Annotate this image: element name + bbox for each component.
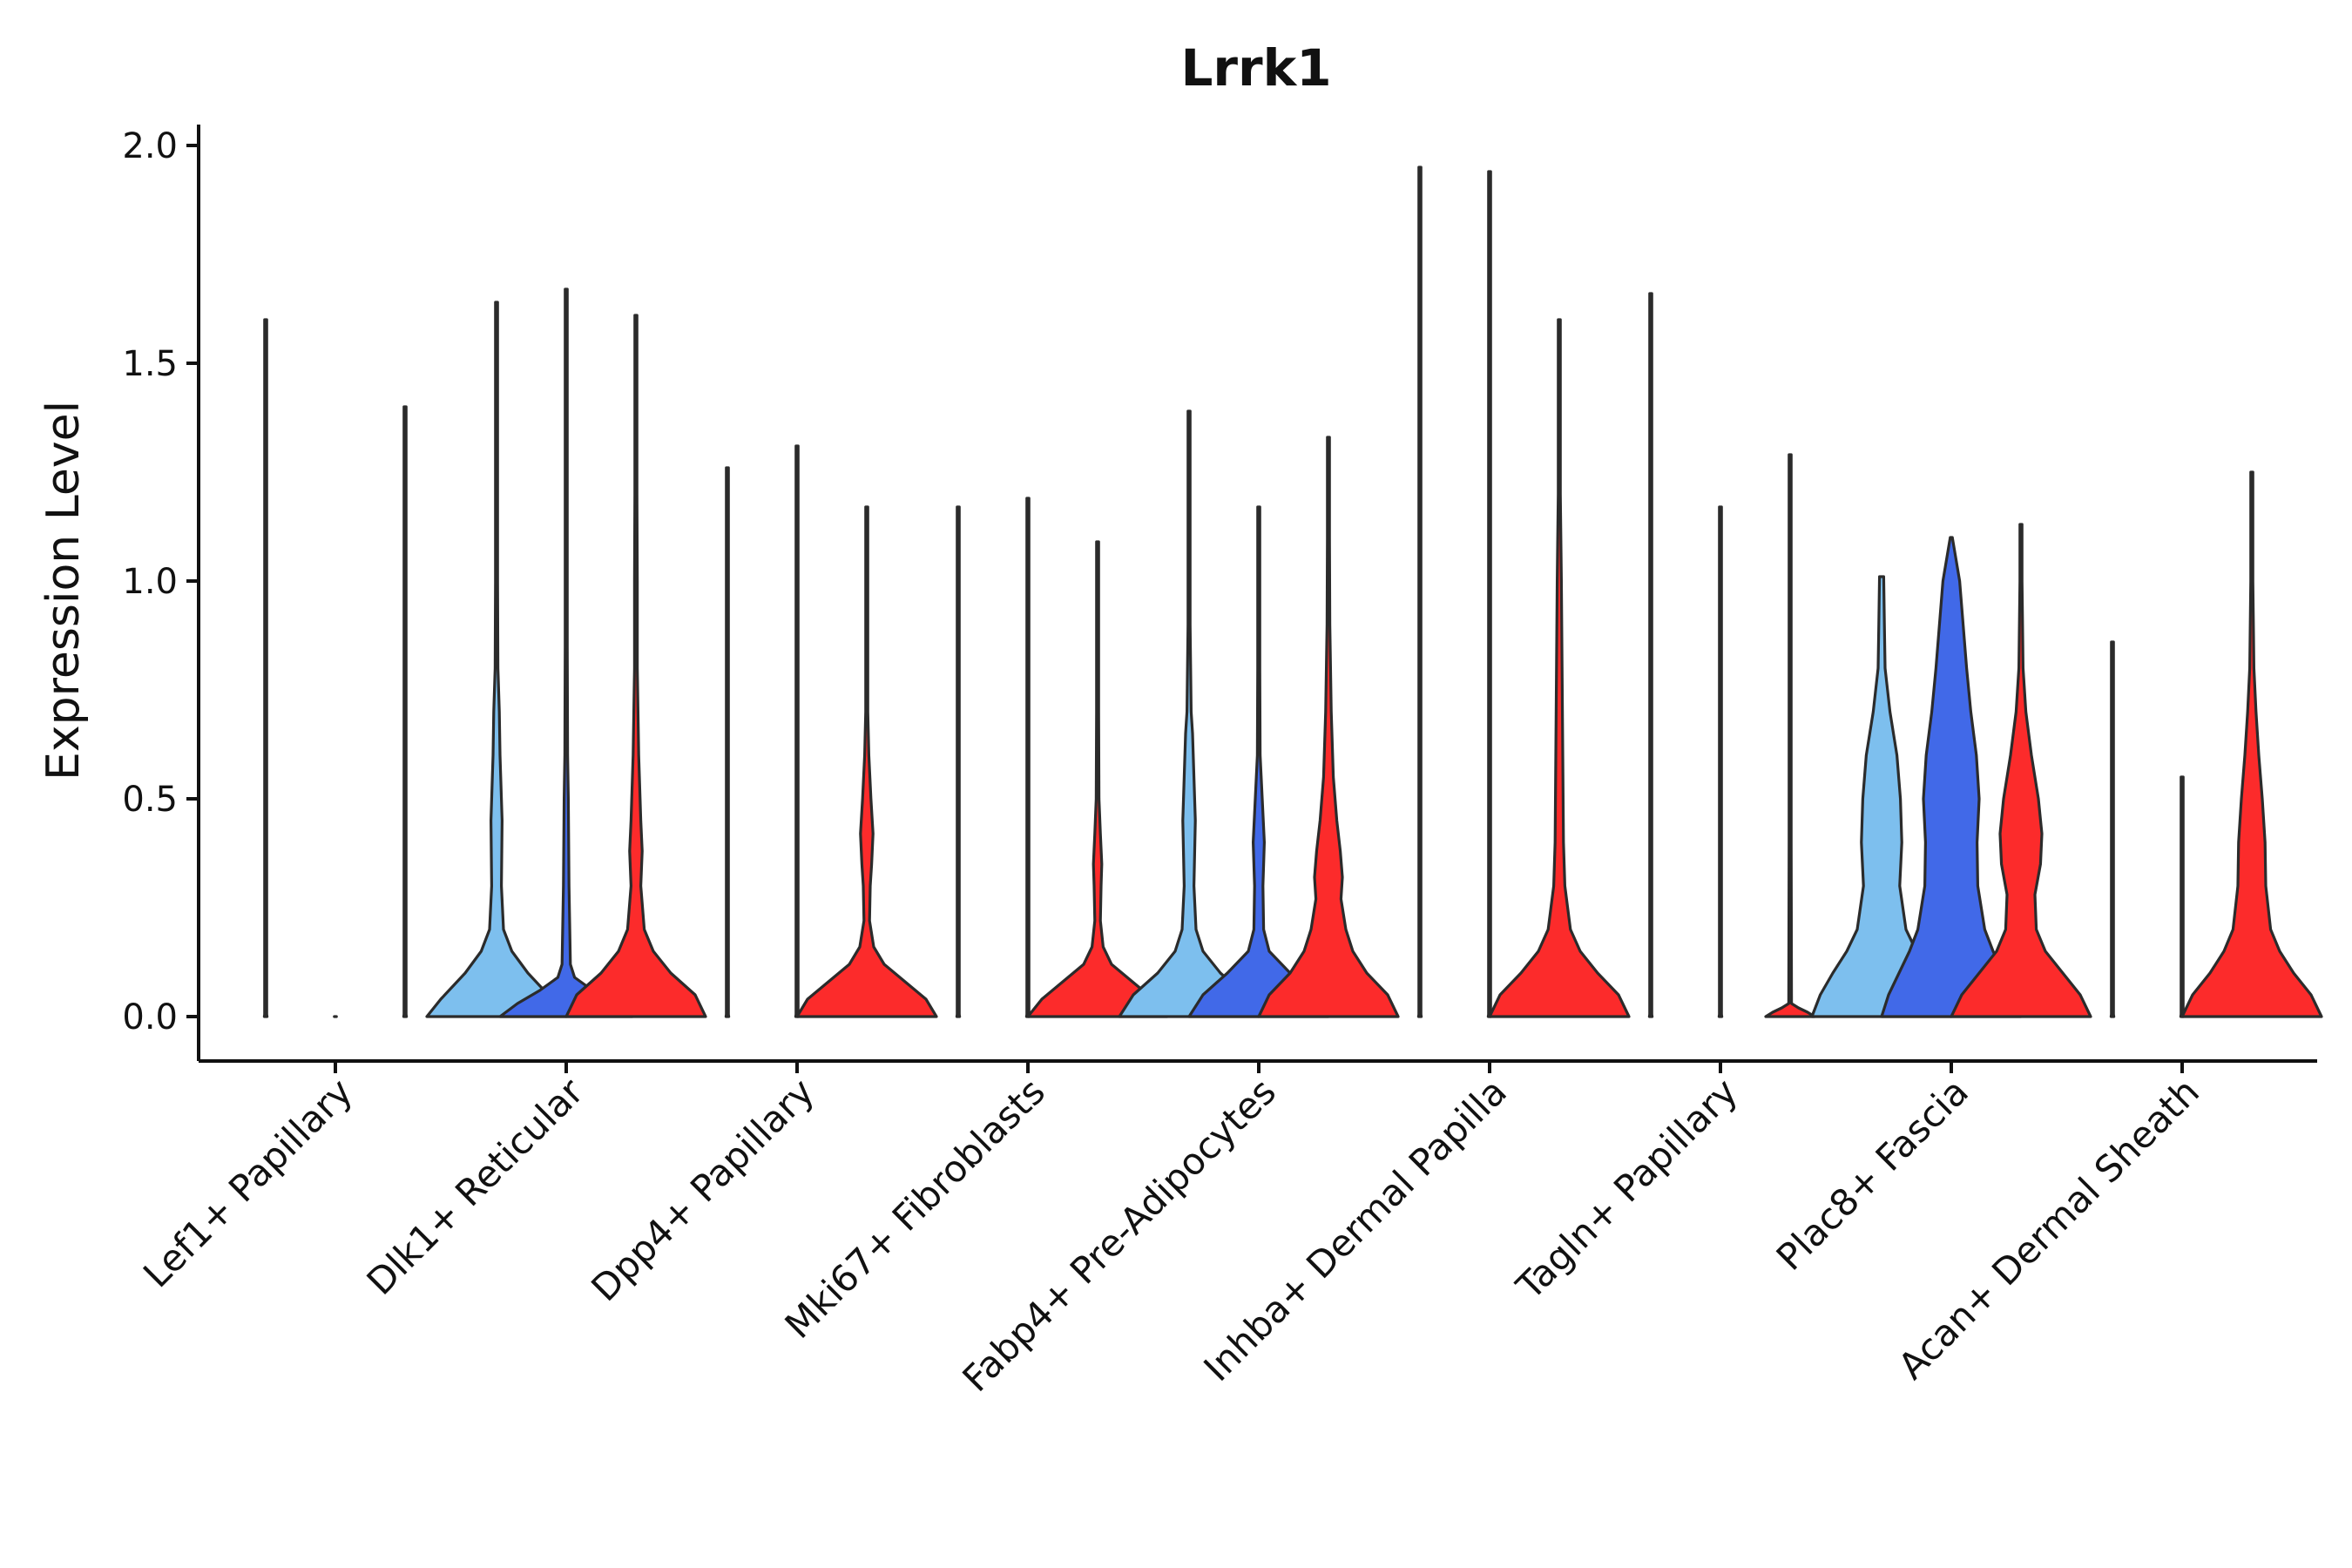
y-tick-label-0: 0.0 — [122, 997, 178, 1037]
violin-7-red — [1950, 523, 2092, 1018]
y-tick-label-3: 1.5 — [122, 344, 178, 384]
category-3-violins — [955, 497, 1169, 1018]
category-4-violins — [1118, 409, 1400, 1018]
violin-1-light-blue — [425, 301, 568, 1018]
x-tick-label-6: Tagln+ Papillary — [1508, 1070, 1746, 1308]
x-tick-label-0: Lef1+ Papillary — [135, 1070, 361, 1295]
x-tick-label-3: Mki67+ Fibroblasts — [777, 1070, 1053, 1346]
violin-3-red — [1026, 540, 1169, 1018]
violin-6-blue — [1717, 505, 1724, 1018]
violin-4-red — [1257, 436, 1400, 1018]
violin-4-light-blue — [1118, 409, 1260, 1018]
category-0-violins — [262, 318, 409, 1018]
violin-4-blue — [1187, 505, 1330, 1018]
violin-0-light-blue — [262, 318, 269, 1018]
violin-8-blue — [2179, 775, 2186, 1018]
category-1-violins — [425, 287, 707, 1018]
violin-1-blue — [498, 287, 634, 1018]
chart-title: Lrrk1 — [1180, 38, 1331, 98]
y-tick-label-2: 1.0 — [122, 562, 178, 602]
category-6-violins — [1647, 292, 1816, 1018]
violin-8-red — [2180, 470, 2323, 1018]
violin-5-red — [1488, 318, 1631, 1018]
violin-2-blue — [794, 444, 801, 1018]
violin-7-light-blue — [1810, 575, 1953, 1018]
violin-2-light-blue — [724, 466, 731, 1018]
violin-7-blue — [1880, 536, 2023, 1018]
violin-3-light-blue — [955, 505, 962, 1018]
category-5-violins — [1416, 166, 1631, 1018]
violin-8-light-blue — [2109, 640, 2116, 1018]
category-2-violins — [724, 444, 938, 1018]
violins-layer — [262, 166, 2323, 1018]
violin-1-red — [564, 314, 707, 1018]
x-tick-label-1: Dlk1+ Reticular — [359, 1070, 592, 1303]
violin-3-blue — [1024, 497, 1031, 1018]
violin-2-red — [795, 505, 938, 1018]
x-tick-label-2: Dpp4+ Papillary — [583, 1070, 822, 1309]
x-tick-label-7: Plac8+ Fascia — [1768, 1070, 1977, 1278]
violin-0-red — [402, 405, 409, 1018]
y-tick-label-1: 0.5 — [122, 780, 178, 820]
y-axis-label: Expression Level — [37, 401, 90, 781]
y-tick-label-4: 2.0 — [122, 126, 178, 166]
category-8-violins — [2109, 470, 2323, 1018]
violin-5-blue — [1486, 170, 1493, 1018]
violin-5-light-blue — [1416, 166, 1423, 1018]
category-7-violins — [1810, 523, 2092, 1018]
violin-6-light-blue — [1647, 292, 1654, 1018]
violin-6-red — [1764, 453, 1816, 1018]
